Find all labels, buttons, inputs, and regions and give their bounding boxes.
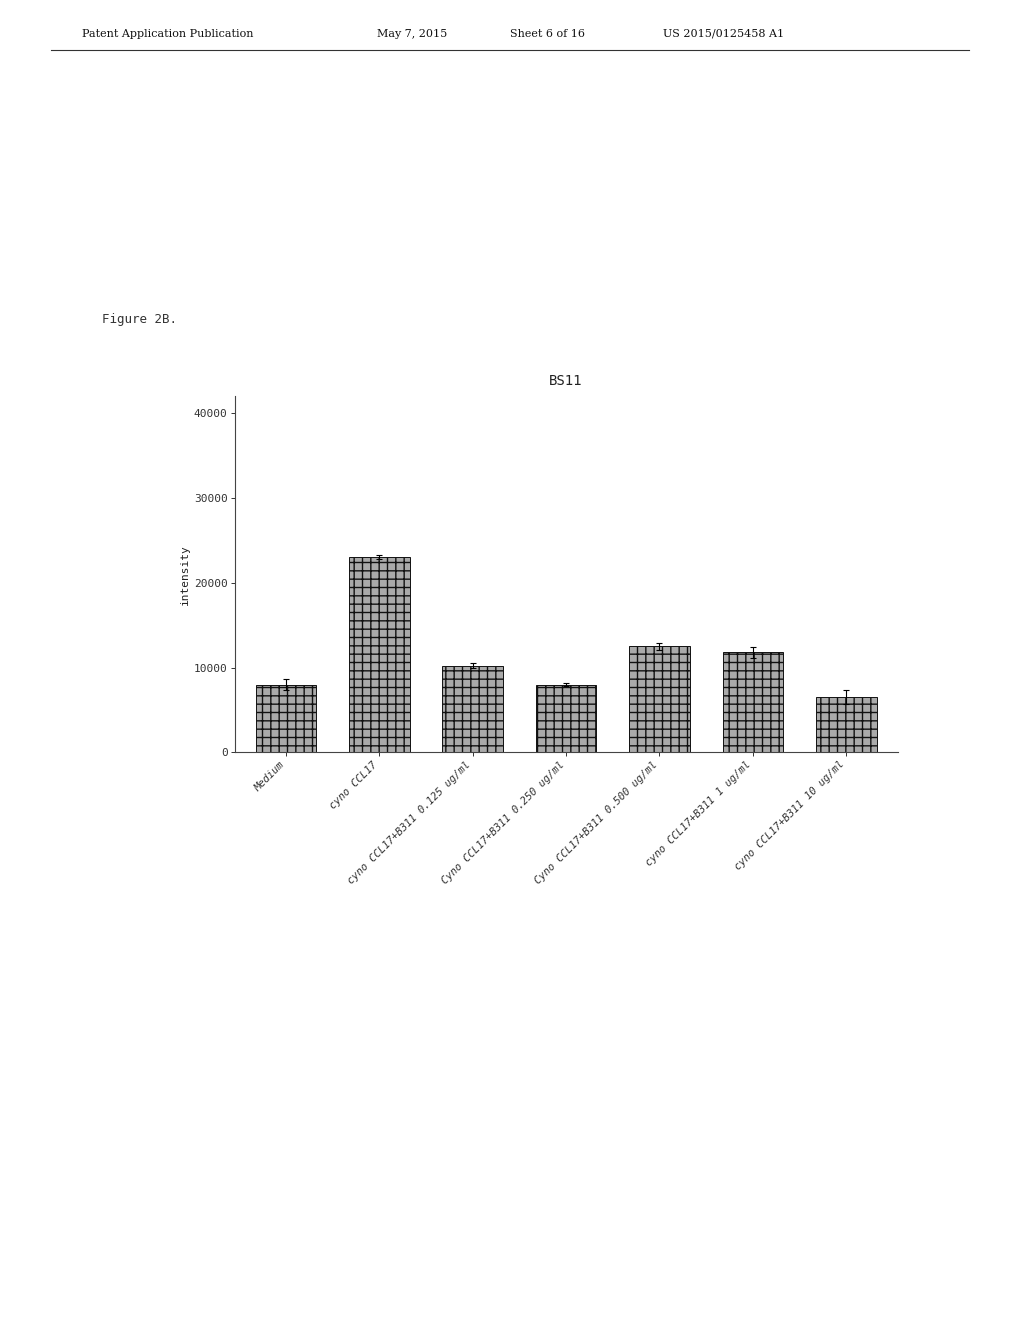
- Text: Sheet 6 of 16: Sheet 6 of 16: [510, 29, 585, 40]
- Bar: [721, 652, 783, 752]
- Text: Patent Application Publication: Patent Application Publication: [82, 29, 253, 40]
- Text: Figure 2B.: Figure 2B.: [102, 313, 177, 326]
- Bar: [442, 665, 502, 752]
- Text: May 7, 2015: May 7, 2015: [377, 29, 447, 40]
- Bar: [256, 685, 316, 752]
- Y-axis label: intensity: intensity: [179, 544, 190, 605]
- Bar: [629, 647, 689, 752]
- Bar: [815, 697, 875, 752]
- Bar: [348, 557, 410, 752]
- Title: BS11: BS11: [549, 374, 582, 388]
- Text: US 2015/0125458 A1: US 2015/0125458 A1: [662, 29, 784, 40]
- Bar: [535, 685, 596, 752]
